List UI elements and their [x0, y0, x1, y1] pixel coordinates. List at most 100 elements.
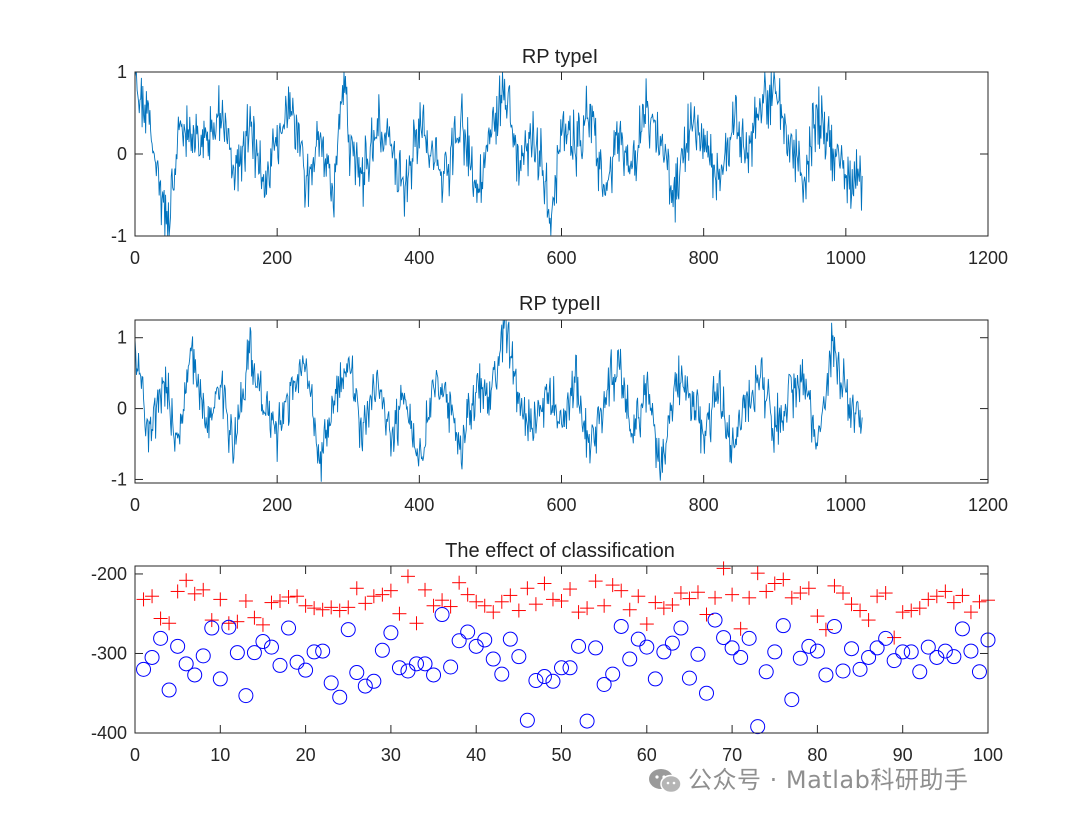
scatter-point-circle — [733, 649, 749, 665]
scatter-point-circle — [954, 621, 970, 637]
axes-rp-type2: RP typeII 0 200 400 600 800 1000 1200-101 — [111, 293, 1008, 515]
scatter-point-circle — [826, 618, 842, 634]
scatter-point-plus — [631, 589, 646, 604]
chart-title-rp-type1: RP typeI — [522, 46, 598, 68]
y-tick-label: 1 — [117, 62, 127, 82]
scatter-point-plus — [810, 609, 825, 624]
y-tick-label: -200 — [91, 564, 127, 584]
scatter-point-circle — [451, 633, 467, 649]
scatter-point-plus — [767, 576, 782, 591]
scatter-point-plus — [255, 617, 270, 632]
scatter-point-circle — [528, 673, 544, 689]
scatter-point-circle — [630, 631, 646, 647]
scatter-point-circle — [809, 643, 825, 659]
scatter-point-plus — [273, 593, 288, 608]
scatter-point-circle — [298, 662, 314, 678]
scatter-point-plus — [358, 596, 373, 611]
scatter-point-circle — [656, 644, 672, 660]
scatter-point-plus — [537, 576, 552, 591]
scatter-point-plus — [153, 611, 168, 626]
scatter-point-circle — [323, 675, 339, 691]
scatter-point-circle — [187, 667, 203, 683]
scatter-point-plus — [349, 581, 364, 596]
axes-box — [134, 71, 989, 237]
scatter-point-plus — [938, 584, 953, 599]
x-tick-label: 60 — [637, 745, 657, 765]
scatter-point-plus — [554, 593, 569, 608]
scatter-point-plus — [588, 574, 603, 589]
scatter-point-circle — [818, 667, 834, 683]
scatter-point-circle — [588, 640, 604, 656]
scatter-point-plus — [528, 597, 543, 612]
scatter-point-plus — [946, 595, 961, 610]
scatter-point-plus — [776, 572, 791, 587]
scatter-point-circle — [417, 656, 433, 672]
scatter-point-circle — [502, 631, 518, 647]
scatter-point-plus — [545, 592, 560, 607]
x-tick-label: 80 — [807, 745, 827, 765]
scatter-point-plus — [375, 587, 390, 602]
scatter-point-circle — [775, 618, 791, 634]
series-line — [134, 71, 863, 237]
x-tick-label: 800 — [689, 495, 719, 515]
scatter-point-circle — [383, 625, 399, 641]
scatter-point-plus — [426, 598, 441, 613]
scatter-point-circle — [767, 644, 783, 660]
scatter-point-plus — [614, 583, 629, 598]
scatter-point-circle — [937, 643, 953, 659]
scatter-point-plus — [247, 610, 262, 625]
scatter-point-plus — [136, 592, 151, 607]
scatter-point-circle — [835, 663, 851, 679]
scatter-point-plus — [400, 569, 415, 584]
scatter-point-circle — [852, 661, 868, 677]
axes-box — [134, 319, 989, 484]
scatter-point-plus — [179, 573, 194, 588]
scatter-point-circle — [784, 692, 800, 708]
scatter-point-plus — [469, 594, 484, 609]
scatter-point-circle — [579, 713, 595, 729]
scatter-point-plus — [571, 605, 586, 620]
scatter-point-plus — [750, 566, 765, 581]
scatter-point-circle — [639, 639, 655, 655]
scatter-point-plus — [682, 591, 697, 606]
scatter-point-circle — [306, 644, 322, 660]
scatter-point-plus — [204, 613, 219, 628]
scatter-point-plus — [238, 593, 253, 608]
x-tick-label: 400 — [404, 248, 434, 268]
scatter-point-plus — [443, 599, 458, 614]
axes-box — [134, 565, 989, 734]
scatter-point-circle — [716, 630, 732, 646]
scatter-point-plus — [563, 582, 578, 597]
scatter-point-circle — [144, 649, 160, 665]
scatter-point-plus — [511, 603, 526, 618]
scatter-point-circle — [349, 665, 365, 681]
scatter-point-circle — [519, 712, 535, 728]
scatter-point-circle — [426, 667, 442, 683]
scatter-point-circle — [443, 659, 459, 675]
scatter-point-circle — [204, 620, 220, 636]
scatter-point-plus — [392, 606, 407, 621]
wechat-icon — [649, 769, 682, 794]
scatter-point-plus — [298, 598, 313, 613]
x-tick-label: 0 — [130, 495, 140, 515]
scatter-point-circle — [246, 645, 262, 661]
scatter-point-circle — [485, 651, 501, 667]
scatter-point-plus — [665, 597, 680, 612]
scatter-point-circle — [536, 669, 552, 685]
scatter-point-plus — [742, 590, 757, 605]
scatter-point-plus — [213, 592, 228, 607]
scatter-point-circle — [946, 649, 962, 665]
scatter-point-plus — [639, 617, 654, 632]
scatter-point-plus — [656, 601, 671, 616]
scatter-point-plus — [580, 601, 595, 616]
scatter-point-circle — [545, 673, 561, 689]
scatter-point-circle — [281, 620, 297, 636]
scatter-point-circle — [690, 646, 706, 662]
scatter-point-plus — [955, 588, 970, 603]
scatter-point-circle — [971, 664, 987, 680]
scatter-point-plus — [145, 589, 160, 604]
scatter-point-circle — [903, 644, 919, 660]
scatter-point-circle — [724, 640, 740, 656]
scatter-point-circle — [554, 660, 569, 676]
scatter-point-plus — [418, 582, 433, 597]
